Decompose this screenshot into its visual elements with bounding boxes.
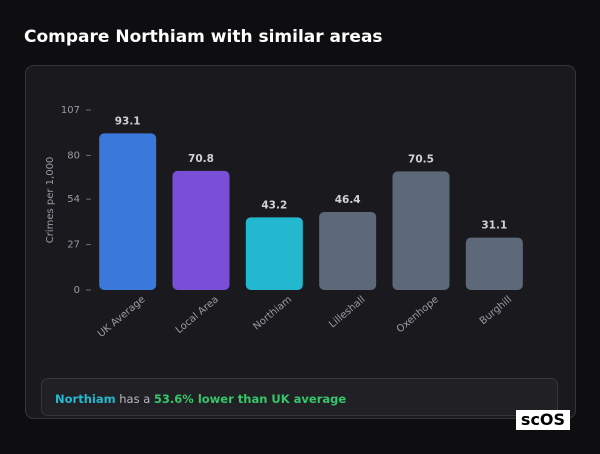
summary-highlight: 53.6% lower than UK average (154, 392, 346, 406)
bar (392, 171, 450, 290)
y-tick-label: 0 (74, 285, 80, 296)
y-tick-label: 54 (67, 194, 80, 205)
bar (245, 217, 303, 290)
summary-text: has a (119, 392, 150, 406)
summary-box (41, 378, 558, 416)
y-tick-label: 107 (61, 105, 80, 116)
page-title: Compare Northiam with similar areas (24, 27, 383, 47)
y-axis-label: Crimes per 1,000 (45, 157, 56, 244)
bar (465, 237, 523, 290)
bar (99, 133, 157, 290)
value-label: 43.2 (261, 199, 287, 211)
value-label: 70.5 (408, 153, 434, 165)
logo: scOS (521, 410, 565, 429)
logo-box (516, 410, 570, 430)
bar (172, 170, 230, 290)
value-label: 93.1 (115, 115, 141, 127)
value-label: 70.8 (188, 153, 214, 165)
y-tick-label: 80 (67, 150, 80, 161)
value-label: 46.4 (335, 194, 361, 206)
summary: Northiam has a 53.6% lower than UK avera… (55, 392, 346, 406)
summary-area: Northiam (55, 392, 116, 406)
y-tick-label: 27 (67, 240, 80, 251)
value-label: 31.1 (481, 220, 507, 232)
bar (319, 211, 377, 290)
